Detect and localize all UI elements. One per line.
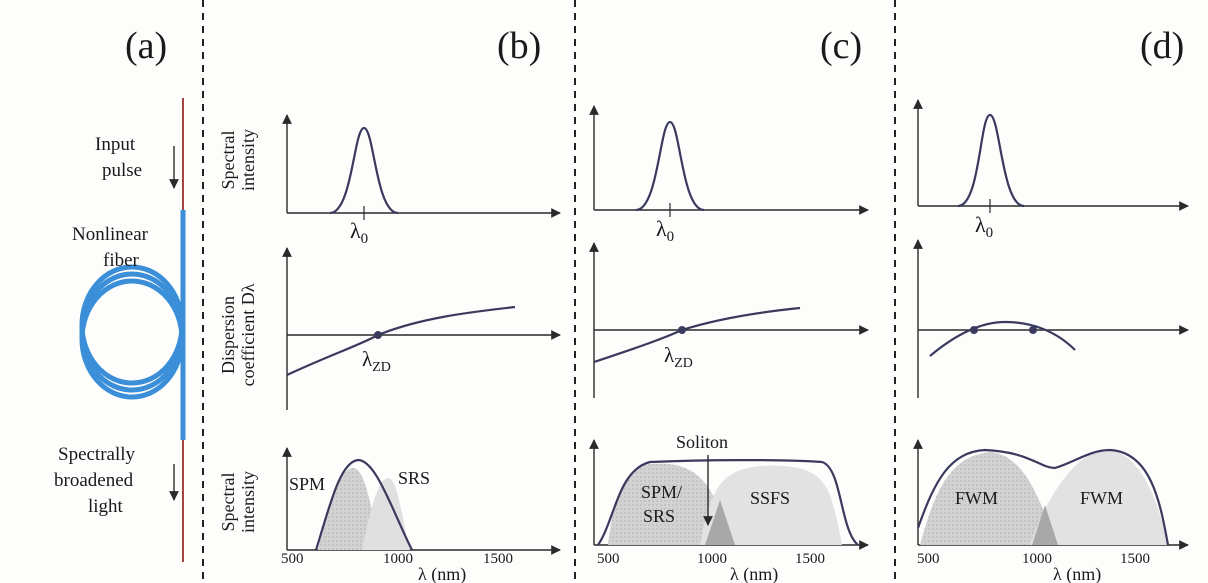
- fiber-coil: [79, 271, 185, 393]
- x-tick: 1500: [483, 551, 513, 567]
- lambda0-label: λ0: [350, 218, 368, 247]
- x-axis-label: λ (nm): [1053, 564, 1101, 583]
- input-pulse-label: Input: [95, 134, 136, 155]
- ssfs-region: [700, 465, 842, 545]
- input-pulse-label: pulse: [102, 160, 142, 181]
- lambda0-label: λ0: [975, 212, 993, 241]
- fwm-overlap: [1032, 505, 1058, 545]
- pulse-spectrum-curve: [957, 113, 1025, 208]
- panel-label-a: (a): [125, 25, 167, 67]
- zero-dispersion-point: [1029, 326, 1037, 334]
- x-tick: 1000: [383, 551, 413, 567]
- output-label: Spectrally: [58, 444, 136, 465]
- x-tick: 1000: [697, 551, 727, 567]
- panel-c: λ0 λZD Soliton SPM/ SRS SSFS 500 1000 15…: [589, 105, 869, 583]
- broadened-spectrum-curve: [597, 459, 859, 546]
- panel-label-c: (c): [820, 25, 862, 67]
- lambda0-label: λ0: [656, 216, 674, 245]
- y-axis-label-top: Spectral: [218, 131, 238, 190]
- fwm-left-region: [920, 452, 1060, 545]
- panel-label-b: (b): [497, 25, 541, 67]
- output-label: light: [88, 496, 124, 517]
- output-label: broadened: [54, 470, 134, 491]
- spm-region: [318, 467, 380, 550]
- spm-srs-region: [608, 463, 728, 545]
- x-axis-label: λ (nm): [730, 564, 778, 583]
- lambda-zd-label: λZD: [664, 343, 693, 371]
- x-tick: 500: [917, 551, 940, 567]
- srs-region: [362, 478, 410, 550]
- fwm-right-region: [1030, 450, 1168, 545]
- fiber-label: Nonlinear: [72, 224, 149, 245]
- dispersion-curve: [929, 320, 1076, 357]
- broadened-spectrum-curve: [916, 448, 1170, 546]
- x-axis-label: λ (nm): [418, 564, 466, 583]
- ssfs-label: SSFS: [750, 488, 790, 508]
- soliton-label: Soliton: [676, 432, 728, 452]
- fwm-right-label: FWM: [1080, 488, 1123, 508]
- y-axis-label-mid: coefficient Dλ: [238, 283, 258, 386]
- soliton-overlap: [705, 500, 735, 545]
- spm-srs-label: SPM/: [641, 482, 682, 502]
- y-axis-label-bot: intensity: [238, 471, 258, 533]
- y-axis-label-top: intensity: [238, 129, 258, 191]
- x-tick: 500: [597, 551, 620, 567]
- x-tick: 500: [281, 551, 304, 567]
- srs-label: SRS: [398, 468, 430, 488]
- fiber-label: fiber: [103, 250, 140, 271]
- y-axis-label-mid: Dispersion: [218, 296, 238, 374]
- panel-b: λ0 λZD SPM SRS 500 1000 1500 λ (nm): [281, 114, 561, 583]
- fiber-coil: [79, 278, 185, 400]
- lambda-zd-label: λZD: [362, 347, 391, 375]
- spm-srs-label: SRS: [643, 506, 675, 526]
- spm-label: SPM: [289, 474, 325, 494]
- dispersion-curve: [286, 305, 516, 376]
- fiber-schematic: [79, 98, 186, 562]
- zero-dispersion-point: [970, 326, 978, 334]
- fiber-coil: [79, 264, 185, 386]
- panel-d: λ0 FWM FWM 500 1000 1500 λ (nm): [913, 99, 1189, 583]
- broadened-spectrum-curve: [314, 458, 413, 551]
- pulse-spectrum-curve: [329, 126, 399, 215]
- zero-dispersion-point: [678, 326, 686, 334]
- x-tick: 1000: [1022, 551, 1052, 567]
- pulse-spectrum-curve: [635, 120, 705, 212]
- x-tick: 1500: [1120, 551, 1150, 567]
- fwm-left-label: FWM: [955, 488, 998, 508]
- y-axis-label-bot: Spectral: [218, 473, 238, 532]
- panel-label-d: (d): [1140, 25, 1184, 67]
- x-tick: 1500: [795, 551, 825, 567]
- dispersion-curve: [593, 306, 801, 364]
- zero-dispersion-point: [374, 331, 382, 339]
